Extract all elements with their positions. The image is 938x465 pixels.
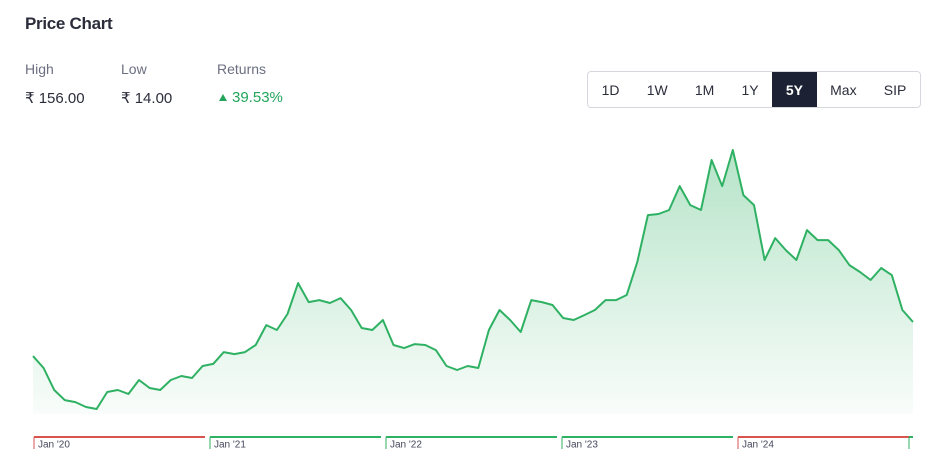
range-button[interactable]: 1W bbox=[646, 81, 668, 98]
stat-label: Low bbox=[121, 61, 147, 77]
stat-value: ₹ 14.00 bbox=[121, 90, 173, 107]
x-label: Jan '23 bbox=[566, 440, 598, 451]
range-button[interactable]: SIP bbox=[883, 81, 907, 98]
x-label: Jan '21 bbox=[214, 440, 246, 451]
price-line bbox=[32, 149, 914, 410]
range-button[interactable]: 1D bbox=[601, 81, 620, 98]
range-selector: 1D 1W 1M 1Y 5Y Max SIP bbox=[587, 71, 921, 108]
returns-value: 39.53% bbox=[232, 89, 283, 106]
returns: 39.53% bbox=[219, 89, 283, 106]
range-button[interactable]: 1M bbox=[694, 81, 715, 98]
stat-label: High bbox=[25, 61, 54, 77]
stat-label: Returns bbox=[217, 61, 267, 77]
stat-value: ₹ 156.00 bbox=[25, 90, 85, 107]
range-button[interactable]: 1Y bbox=[741, 81, 759, 98]
x-label: Jan '22 bbox=[390, 440, 422, 451]
range-button[interactable]: 5Y bbox=[772, 72, 817, 107]
x-label: Jan '20 bbox=[38, 440, 70, 451]
area bbox=[33, 150, 913, 414]
title: Price Chart bbox=[25, 14, 113, 33]
x-label: Jan '24 bbox=[742, 440, 774, 451]
up-arrow bbox=[219, 94, 227, 101]
range-button[interactable]: Max bbox=[830, 81, 857, 98]
